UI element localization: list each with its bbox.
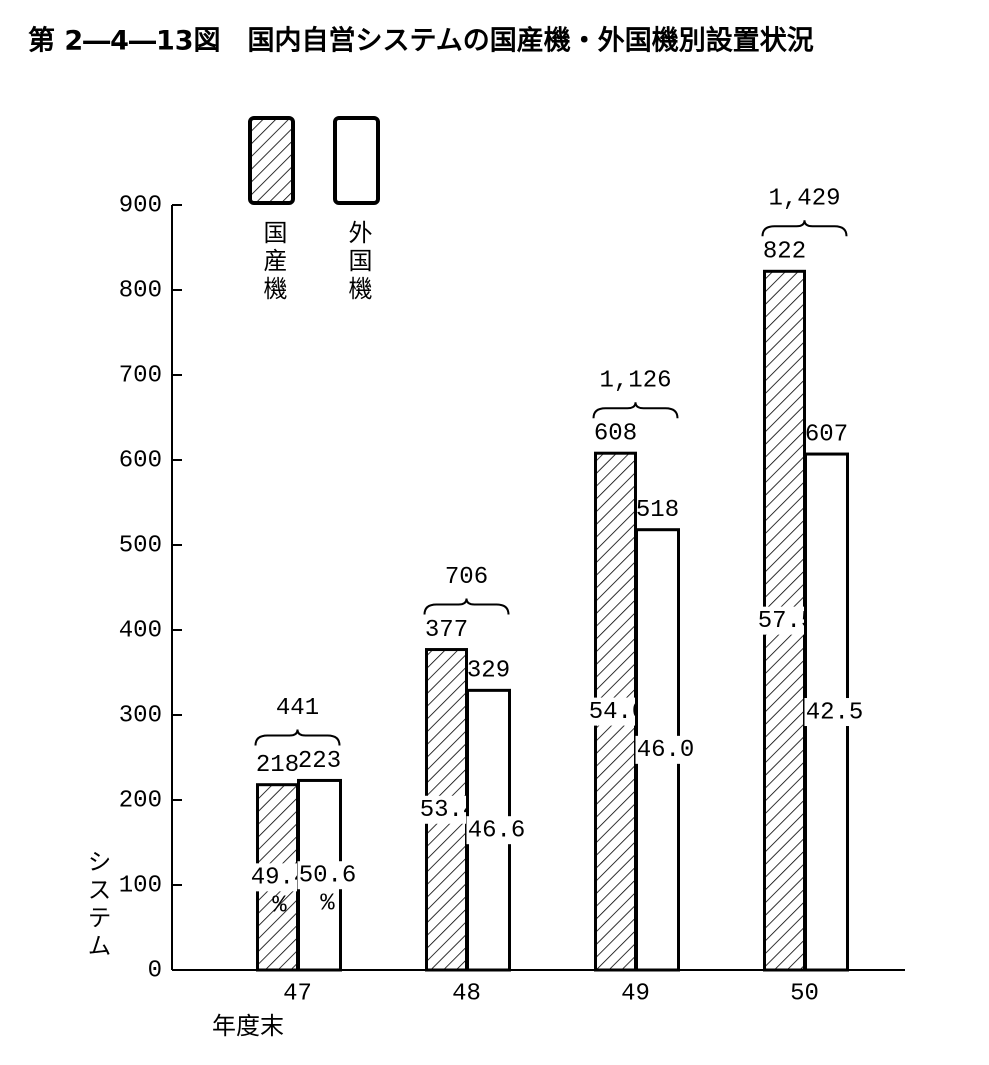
bar-value-label: 822 [763, 239, 806, 266]
y-tick-label: 600 [119, 447, 162, 474]
bar-value-label: 218 [256, 752, 299, 779]
total-bracket [592, 402, 679, 419]
legend-swatch [333, 116, 380, 205]
x-axis-label: 年度末 [212, 1012, 284, 1040]
total-label: 1,429 [768, 186, 840, 213]
bar-value-label: 518 [636, 497, 679, 524]
share-label-bg [635, 735, 696, 764]
share-unit: % [272, 893, 287, 920]
y-axis-label: システム [83, 849, 111, 961]
legend-label: 国産機 [259, 220, 287, 304]
share-label: 46.6 [468, 818, 526, 845]
x-tick-label: 48 [452, 980, 481, 1007]
share-label-bg [466, 816, 527, 845]
bar-value-label: 607 [805, 421, 848, 448]
share-unit: % [320, 891, 335, 918]
total-label: 706 [445, 564, 488, 591]
bar-value-label: 223 [298, 748, 341, 775]
share-label-bg [804, 698, 865, 727]
y-tick-label: 900 [119, 192, 162, 219]
total-label: 441 [276, 695, 319, 722]
y-tick-label: 400 [119, 617, 162, 644]
y-tick-label: 500 [119, 532, 162, 559]
bar-value-label: 329 [467, 658, 510, 685]
y-tick-label: 200 [119, 787, 162, 814]
x-tick-label: 49 [621, 980, 650, 1007]
total-bracket [423, 598, 510, 615]
chart-title: 第 2―4―13図 国内自営システムの国産機・外国機別設置状況 [28, 25, 814, 57]
y-tick-label: 800 [119, 277, 162, 304]
total-bracket [254, 729, 341, 746]
legend-swatch [248, 116, 295, 205]
x-tick-label: 50 [790, 980, 819, 1007]
y-tick-label: 0 [148, 957, 162, 984]
share-label: 46.0 [637, 737, 695, 764]
share-label: 50.6 [299, 863, 357, 890]
bar-value-label: 377 [425, 617, 468, 644]
legend-label: 外国機 [344, 220, 372, 304]
y-tick-label: 300 [119, 702, 162, 729]
y-tick-label: 700 [119, 362, 162, 389]
total-bracket [761, 220, 848, 237]
share-label-bg [297, 861, 358, 890]
share-label: 42.5 [806, 699, 864, 726]
bar-value-label: 608 [594, 421, 637, 448]
y-tick-label: 100 [119, 872, 162, 899]
x-tick-label: 47 [283, 980, 312, 1007]
total-label: 1,126 [599, 368, 671, 395]
